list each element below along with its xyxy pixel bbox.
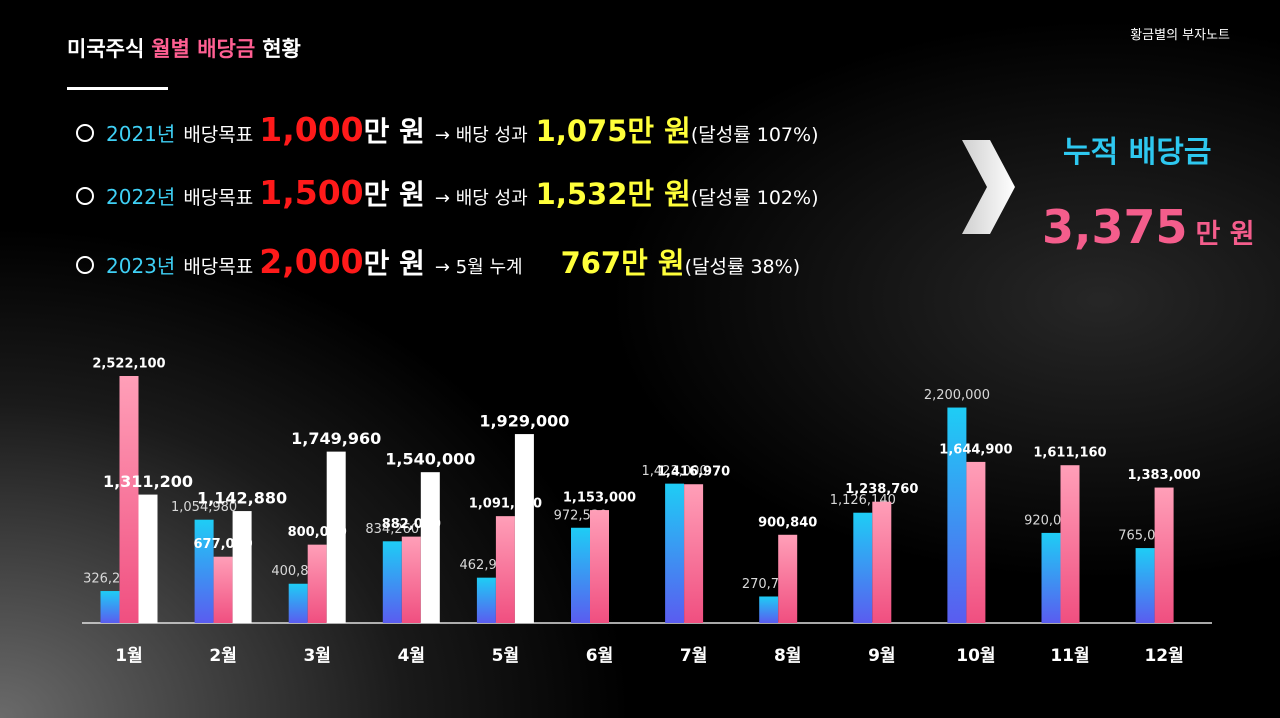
- goal-result: 767만 원: [560, 246, 685, 280]
- bar: [100, 591, 120, 623]
- bar: [571, 527, 590, 623]
- title-part: 월별 배당금: [151, 37, 256, 61]
- goal-target: 1,500: [259, 173, 364, 212]
- bar: [759, 596, 779, 623]
- brand: 황금별의 부자노트: [1130, 28, 1230, 43]
- bar: [1135, 548, 1155, 623]
- goal-year: 2023년: [106, 254, 176, 278]
- bar: [947, 407, 967, 623]
- x-tick-label: 6월: [586, 646, 613, 666]
- bar: [495, 516, 515, 623]
- value-label: 1,423,000: [642, 464, 708, 479]
- goal-label: 배당목표: [183, 256, 254, 278]
- x-tick-label: 12월: [1144, 646, 1183, 666]
- x-tick-label: 8월: [774, 646, 801, 666]
- bar: [872, 501, 892, 623]
- value-label: 834,260: [365, 522, 419, 537]
- bar: [514, 434, 534, 623]
- goal-rate: (달성률 38%): [684, 256, 801, 278]
- goal-line: 2022년 배당목표 1,500 만 원 → 배당 성과 1,532만 원 (달성률 102…: [76, 171, 818, 215]
- goal-target: 2,000: [259, 242, 364, 281]
- bar: [420, 472, 440, 623]
- bar: [684, 484, 704, 623]
- x-tick-label: 2월: [209, 646, 236, 666]
- x-tick-label: 4월: [398, 646, 425, 666]
- bullet: [76, 187, 94, 205]
- goal-label: 배당목표: [183, 124, 254, 146]
- bar: [138, 494, 158, 623]
- x-tick-label: 7월: [680, 646, 707, 666]
- value-label: 1,540,000: [385, 450, 475, 469]
- goal-arrow: → 배당 성과: [434, 125, 528, 146]
- bar: [1060, 465, 1080, 623]
- value-label: 1,929,000: [479, 412, 569, 431]
- bar: [853, 512, 873, 623]
- bar: [401, 536, 421, 623]
- bar: [590, 510, 609, 623]
- bar: [1154, 487, 1174, 623]
- title-underline: [67, 87, 168, 90]
- bar: [232, 511, 252, 623]
- bullet: [76, 256, 94, 274]
- title-part: 현황: [262, 37, 301, 61]
- goal-result: 1,075만 원: [535, 114, 691, 148]
- value-label: 1,644,900: [939, 442, 1012, 457]
- summary-value: 3,375: [1042, 200, 1188, 254]
- value-label: 1,749,960: [291, 429, 381, 448]
- goal-year: 2022년: [106, 185, 176, 209]
- bar: [665, 483, 685, 623]
- x-tick-label: 9월: [868, 646, 895, 666]
- goal-rate: (달성률 102%): [690, 187, 819, 209]
- goal-unit: 만 원: [363, 247, 425, 280]
- bar: [778, 534, 798, 623]
- x-tick-label: 10월: [956, 646, 995, 666]
- bar: [288, 583, 308, 623]
- bar: [326, 451, 346, 623]
- goal-result: 1,532만 원: [535, 177, 691, 211]
- bar: [213, 556, 233, 623]
- summary-row: 3,375 만 원: [1042, 200, 1255, 254]
- summary-unit: 만 원: [1195, 219, 1255, 250]
- goal-unit: 만 원: [363, 115, 425, 148]
- goal-rate: (달성률 107%): [690, 124, 819, 146]
- goal-year: 2021년: [106, 122, 176, 146]
- goal-unit: 만 원: [363, 178, 425, 211]
- value-label: 1,311,200: [103, 472, 193, 491]
- bar: [382, 541, 402, 623]
- bar: [476, 577, 496, 623]
- goal-target: 1,000: [259, 110, 364, 149]
- goal-line: 2021년 배당목표 1,000 만 원 → 배당 성과 1,075만 원 (달성률 107…: [76, 108, 818, 152]
- bar: [966, 461, 986, 623]
- summary-label: 누적 배당금: [1063, 135, 1212, 170]
- value-label: 1,238,760: [845, 482, 918, 497]
- goal-arrow: → 5월 누계: [434, 257, 523, 278]
- bar: [119, 376, 139, 623]
- x-tick-label: 1월: [115, 646, 142, 666]
- title: 미국주식 월별 배당금 현황: [67, 33, 308, 63]
- value-label: 900,840: [758, 515, 817, 530]
- goal-line: 2023년 배당목표 2,000 만 원 → 5월 누계 767만 원 (달성률 38%): [76, 240, 800, 284]
- value-label: 1,153,000: [563, 491, 636, 506]
- x-tick-label: 11월: [1050, 646, 1089, 666]
- goal-label: 배당목표: [183, 187, 254, 209]
- bar: [307, 544, 327, 623]
- value-label: 1,416,970: [657, 465, 730, 480]
- goal-arrow: → 배당 성과: [434, 188, 528, 209]
- bar: [1041, 532, 1061, 623]
- value-label: 1,054,980: [171, 500, 237, 515]
- x-tick-label: 5월: [492, 646, 519, 666]
- value-label: 1,142,880: [197, 489, 287, 508]
- bar: [194, 519, 214, 623]
- title-part: 미국주식: [67, 37, 145, 61]
- chevron: [962, 140, 1015, 234]
- value-label: 2,522,100: [92, 357, 165, 372]
- value-label: 1,611,160: [1033, 446, 1106, 461]
- x-tick-label: 3월: [303, 646, 330, 666]
- bullet: [76, 124, 94, 142]
- value-label: 2,200,000: [924, 388, 990, 403]
- value-label: 1,383,000: [1127, 468, 1200, 483]
